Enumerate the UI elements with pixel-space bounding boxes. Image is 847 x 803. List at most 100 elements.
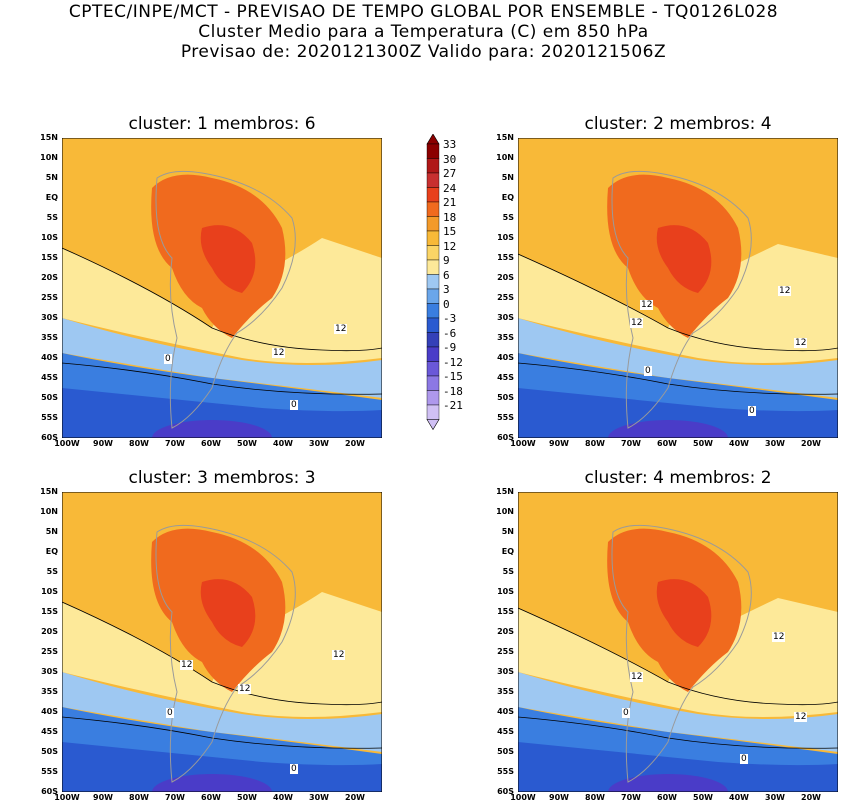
latitude-label: 30S — [41, 313, 58, 322]
longitude-label: 30W — [765, 439, 785, 448]
longitude-label: 80W — [585, 793, 605, 802]
latitude-label: 20S — [497, 627, 514, 636]
longitude-label: 50W — [693, 793, 713, 802]
colorbar-level-label: 0 — [443, 297, 450, 311]
latitude-label: 10S — [41, 587, 58, 596]
latitude-label: 10N — [496, 153, 514, 162]
longitude-label: 60W — [201, 793, 221, 802]
latitude-label: 45S — [41, 373, 58, 382]
colorbar-level-label: 33 — [443, 138, 457, 151]
latitude-label: 55S — [41, 413, 58, 422]
colorbar-level-label: -21 — [443, 399, 463, 412]
colorbar-level-label: 12 — [443, 239, 457, 253]
longitude-label: 40W — [729, 793, 749, 802]
map-panel-3: cluster: 3 membros: 3 12 12 12 0 0 15N 10N 5N EQ 5… — [40, 468, 382, 802]
map-panel-2: cluster: 2 membros: 4 12 12 12 12 0 0 15N 10N 5N E… — [496, 114, 838, 448]
latitude-label: 55S — [497, 767, 514, 776]
latitude-label: 40S — [497, 353, 514, 362]
header-title-3: Previsao de: 2020121300Z Valido para: 20… — [180, 42, 667, 62]
latitude-label: 10N — [40, 507, 58, 516]
temperature-map — [518, 138, 838, 438]
contour-label: 12 — [778, 286, 792, 296]
panel-title: cluster: 3 membros: 3 — [128, 468, 316, 488]
colorbar-level-label: -12 — [443, 355, 463, 369]
latitude-label: 5S — [502, 567, 514, 576]
longitude-label: 40W — [273, 793, 293, 802]
latitude-label: 30S — [41, 667, 58, 676]
contour-label: 0 — [166, 708, 174, 718]
latitude-label: 5N — [501, 527, 514, 536]
latitude-label: 15S — [41, 607, 58, 616]
latitude-label: 50S — [497, 393, 514, 402]
colorbar-level-label: -3 — [443, 312, 457, 325]
latitude-label: 35S — [497, 687, 514, 696]
contour-label: 12 — [640, 300, 654, 310]
contour-label: 0 — [740, 754, 748, 764]
latitude-label: 50S — [41, 747, 58, 756]
latitude-label: 10N — [40, 153, 58, 162]
colorbar-level-label: 9 — [443, 254, 450, 267]
latitude-label: 5N — [45, 527, 58, 536]
longitude-label: 20W — [345, 439, 365, 448]
latitude-label: 40S — [497, 707, 514, 716]
longitude-label: 70W — [165, 793, 185, 802]
latitude-label: 30S — [497, 667, 514, 676]
longitude-label: 70W — [165, 439, 185, 448]
latitude-label: EQ — [45, 193, 58, 202]
temperature-map — [518, 492, 838, 792]
colorbar-level-label: -18 — [443, 384, 463, 398]
longitude-label: 100W — [510, 439, 536, 448]
contour-label: 0 — [622, 708, 630, 718]
latitude-label: 45S — [497, 373, 514, 382]
contour-label: 12 — [180, 660, 194, 670]
latitude-label: 55S — [497, 413, 514, 422]
latitude-label: 35S — [41, 687, 58, 696]
latitude-label: 60S — [497, 787, 514, 796]
latitude-label: 50S — [41, 393, 58, 402]
map-panel-4: cluster: 4 membros: 2 12 12 12 0 0 15N 10N 5N EQ 5… — [496, 468, 838, 802]
latitude-label: 15N — [40, 487, 58, 496]
contour-label: 0 — [644, 366, 652, 376]
longitude-label: 90W — [93, 439, 113, 448]
panel-title: cluster: 1 membros: 6 — [128, 114, 316, 134]
latitude-label: 35S — [497, 333, 514, 342]
colorbar-level-label: 24 — [443, 181, 457, 195]
contour-label: 12 — [272, 348, 286, 358]
latitude-label: 20S — [497, 273, 514, 282]
latitude-label: 25S — [497, 293, 514, 302]
longitude-label: 80W — [129, 793, 149, 802]
latitude-label: 60S — [497, 433, 514, 442]
longitude-label: 80W — [129, 439, 149, 448]
longitude-label: 60W — [657, 439, 677, 448]
latitude-label: 5S — [46, 213, 58, 222]
colorbar-level-label: 21 — [443, 196, 457, 209]
latitude-label: EQ — [501, 547, 514, 556]
latitude-label: 25S — [497, 647, 514, 656]
header-title-2: Cluster Medio para a Temperatura (C) em … — [198, 22, 649, 42]
latitude-label: 45S — [41, 727, 58, 736]
longitude-label: 40W — [729, 439, 749, 448]
contour-label: 0 — [748, 406, 756, 416]
longitude-label: 90W — [549, 439, 569, 448]
longitude-label: 50W — [237, 793, 257, 802]
latitude-label: EQ — [45, 547, 58, 556]
latitude-label: 10N — [496, 507, 514, 516]
longitude-label: 30W — [309, 439, 329, 448]
latitude-label: 5S — [502, 213, 514, 222]
colorbar-level-label: 6 — [443, 268, 450, 282]
colorbar-level-label: 15 — [443, 225, 457, 238]
latitude-label: 20S — [41, 627, 58, 636]
longitude-label: 100W — [510, 793, 536, 802]
temperature-map — [62, 138, 382, 438]
latitude-label: 25S — [41, 293, 58, 302]
longitude-label: 60W — [201, 439, 221, 448]
latitude-label: 55S — [41, 767, 58, 776]
longitude-label: 40W — [273, 439, 293, 448]
latitude-label: 25S — [41, 647, 58, 656]
latitude-label: 15S — [497, 253, 514, 262]
latitude-label: 15S — [41, 253, 58, 262]
colorbar-level-label: -6 — [443, 326, 457, 340]
contour-label: 12 — [630, 318, 644, 328]
latitude-label: 15N — [40, 133, 58, 142]
temperature-map — [62, 492, 382, 792]
